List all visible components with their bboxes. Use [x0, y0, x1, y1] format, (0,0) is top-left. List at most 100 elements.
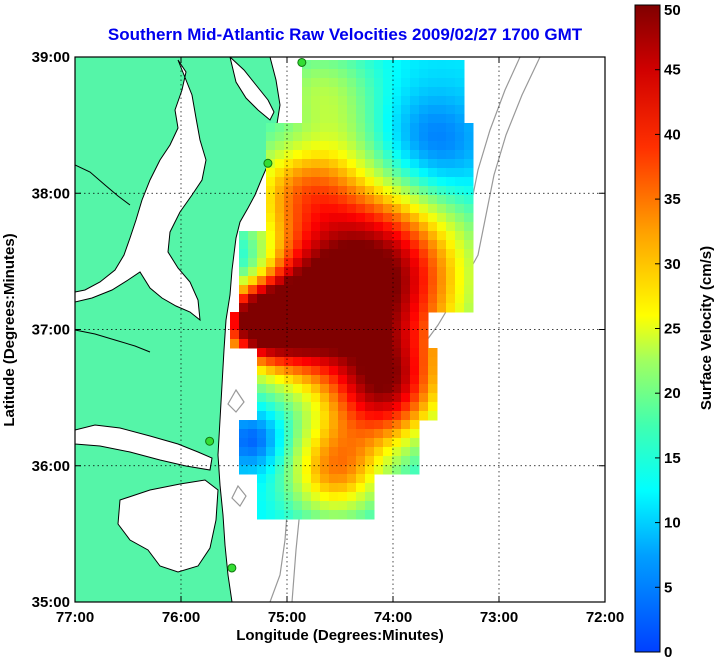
speed-cell — [302, 114, 312, 124]
speed-cell — [284, 168, 294, 178]
speed-cell — [392, 141, 402, 151]
speed-cell — [419, 267, 429, 277]
speed-cell — [338, 132, 348, 142]
speed-cell — [338, 312, 348, 322]
speed-cell — [311, 249, 321, 259]
speed-cell — [419, 411, 429, 421]
speed-cell — [338, 150, 348, 160]
speed-cell — [302, 447, 312, 457]
speed-cell — [428, 123, 438, 133]
speed-cell — [365, 366, 375, 376]
speed-cell — [392, 348, 402, 358]
speed-cell — [311, 258, 321, 268]
speed-cell — [410, 339, 420, 349]
speed-cell — [356, 258, 366, 268]
speed-cell — [401, 393, 411, 403]
speed-cell — [293, 168, 303, 178]
speed-cell — [428, 222, 438, 232]
speed-cell — [338, 420, 348, 430]
speed-cell — [356, 177, 366, 187]
speed-cell — [275, 276, 285, 286]
speed-cell — [239, 249, 249, 259]
speed-cell — [392, 105, 402, 115]
speed-cell — [428, 168, 438, 178]
speed-cell — [401, 348, 411, 358]
speed-cell — [464, 258, 474, 268]
speed-cell — [419, 357, 429, 367]
speed-cell — [347, 132, 357, 142]
speed-cell — [392, 402, 402, 412]
speed-cell — [311, 159, 321, 169]
speed-cell — [284, 141, 294, 151]
speed-cell — [410, 231, 420, 241]
speed-cell — [419, 321, 429, 331]
speed-cell — [437, 132, 447, 142]
speed-cell — [392, 285, 402, 295]
delaware-bay — [229, 57, 275, 121]
speed-cell — [455, 159, 465, 169]
speed-cell — [257, 366, 267, 376]
speed-cell — [383, 438, 393, 448]
speed-cell — [374, 465, 384, 475]
speed-cell — [266, 123, 276, 133]
speed-cell — [257, 465, 267, 475]
speed-cell — [392, 132, 402, 142]
speed-cell — [320, 348, 330, 358]
speed-cell — [266, 393, 276, 403]
speed-cell — [455, 303, 465, 313]
speed-cell — [437, 87, 447, 97]
speed-cell — [401, 150, 411, 160]
speed-cell — [257, 249, 267, 259]
speed-cell — [419, 60, 429, 70]
speed-cell — [293, 330, 303, 340]
speed-cell — [275, 483, 285, 493]
speed-cell — [275, 474, 285, 484]
speed-cell — [329, 132, 339, 142]
speed-cell — [266, 384, 276, 394]
x-tick-label: 77:00 — [56, 609, 94, 626]
speed-cell — [374, 204, 384, 214]
radar-station-marker — [297, 57, 307, 67]
speed-cell — [392, 366, 402, 376]
speed-cell — [338, 249, 348, 259]
speed-cell — [329, 204, 339, 214]
speed-cell — [347, 429, 357, 439]
speed-cell — [338, 474, 348, 484]
speed-cell — [266, 141, 276, 151]
speed-cell — [446, 168, 456, 178]
speed-cell — [284, 510, 294, 520]
speed-cell — [284, 339, 294, 349]
speed-cell — [374, 132, 384, 142]
speed-cell — [302, 186, 312, 196]
speed-cell — [320, 393, 330, 403]
speed-cell — [311, 510, 321, 520]
speed-cell — [302, 411, 312, 421]
speed-cell — [347, 456, 357, 466]
speed-cell — [392, 231, 402, 241]
speed-cell — [284, 123, 294, 133]
speed-cell — [320, 96, 330, 106]
speed-cell — [428, 240, 438, 250]
speed-cell — [293, 339, 303, 349]
speed-cell — [302, 177, 312, 187]
speed-cell — [257, 240, 267, 250]
speed-cell — [383, 159, 393, 169]
speed-cell — [383, 123, 393, 133]
speed-cell — [392, 357, 402, 367]
speed-cell — [338, 123, 348, 133]
speed-cell — [302, 141, 312, 151]
speed-cell — [239, 312, 249, 322]
speed-cell — [275, 303, 285, 313]
speed-cell — [383, 177, 393, 187]
speed-cell — [320, 141, 330, 151]
speed-cell — [455, 204, 465, 214]
speed-cell — [257, 330, 267, 340]
speed-cell — [347, 258, 357, 268]
speed-cell — [383, 132, 393, 142]
speed-cell — [239, 303, 249, 313]
speed-cell — [293, 411, 303, 421]
speed-cell — [311, 150, 321, 160]
speed-cell — [266, 168, 276, 178]
speed-cell — [383, 357, 393, 367]
speed-cell — [293, 141, 303, 151]
